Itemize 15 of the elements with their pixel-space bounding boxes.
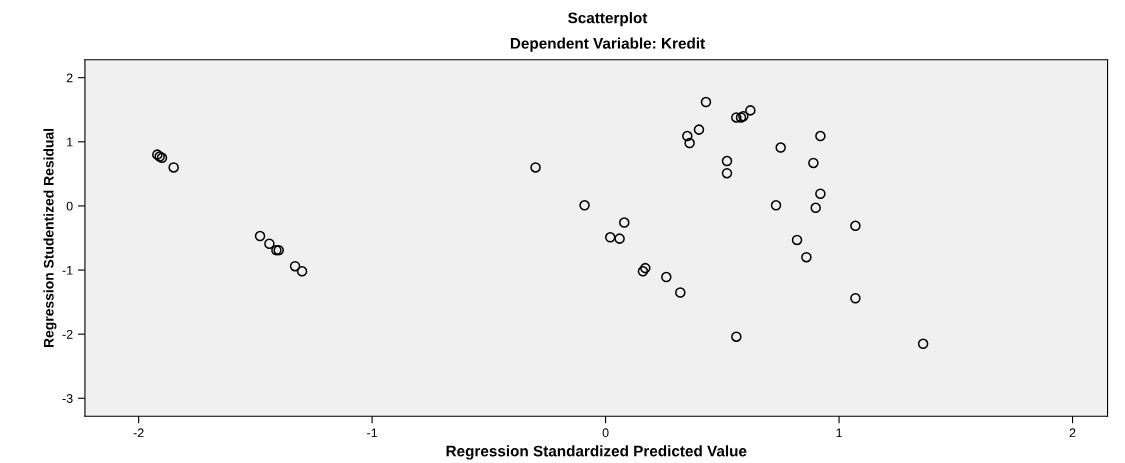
y-tick-label: -1 — [62, 265, 73, 275]
x-tick-label: -2 — [133, 428, 144, 438]
chart-subtitle: Dependent Variable: Kredit — [510, 37, 705, 52]
y-tick-label: -2 — [62, 329, 73, 339]
x-axis-title: Regression Standardized Predicted Value — [446, 445, 747, 460]
chart-title: Scatterplot — [568, 12, 648, 27]
y-tick-label: 1 — [67, 137, 73, 147]
y-axis-title: Regression Studentized Residual — [43, 128, 57, 348]
x-tick-label: 1 — [836, 428, 842, 438]
y-tick-label: 0 — [66, 201, 73, 211]
y-tick-label: 2 — [66, 73, 73, 83]
x-tick-label: 0 — [602, 428, 609, 438]
y-tick-label: -3 — [62, 394, 73, 403]
x-tick-label: -1 — [367, 428, 378, 438]
x-tick-label: 2 — [1069, 428, 1076, 438]
